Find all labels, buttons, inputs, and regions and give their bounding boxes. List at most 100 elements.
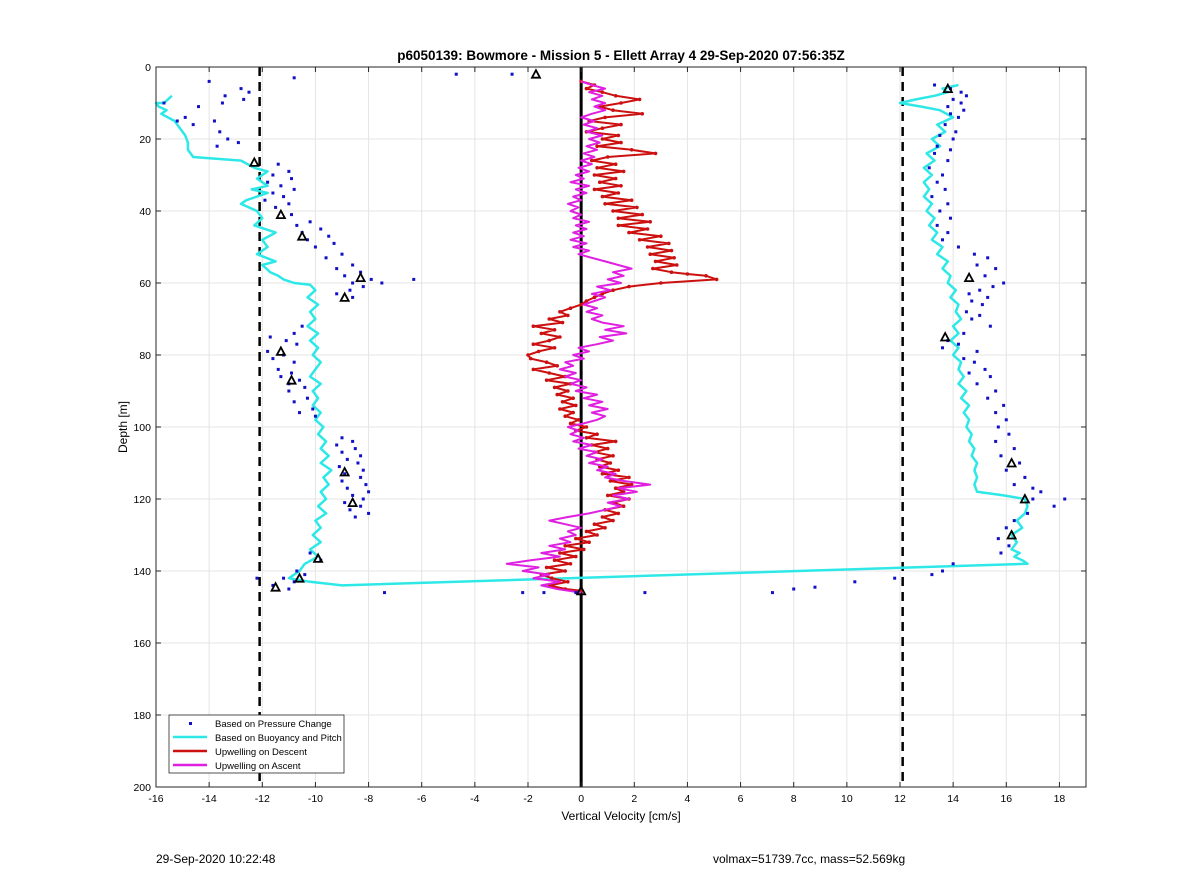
pressure-point [367,490,371,494]
descent-point [584,86,589,91]
pressure-point [226,137,230,141]
pressure-point [1052,504,1056,508]
descent-point [659,234,663,238]
descent-point [611,108,615,112]
pressure-point [959,101,963,105]
legend-ascent-label: Upwelling on Ascent [215,761,301,772]
pressure-point [986,396,990,400]
descent-point [613,176,618,181]
pressure-point [313,245,317,249]
descent-point [648,252,653,256]
legend-pressure-label: Based on Pressure Change [215,719,332,730]
descent-point [595,144,599,148]
legend: Based on Pressure Change Based on Buoyan… [168,714,345,774]
footer-stats: volmax=51739.7cc, mass=52.569kg [713,852,906,866]
pressure-point [948,112,952,116]
pressure-point [983,274,987,278]
pressure-point [311,407,315,411]
descent-point [629,198,634,202]
descent-point [611,454,615,458]
x-tick-label: -10 [308,793,323,805]
pressure-point [792,587,796,591]
x-tick-label: 4 [685,793,691,805]
descent-point [576,418,581,422]
pressure-point [1007,432,1011,436]
pressure-point [1063,497,1067,501]
triangle-marker [270,581,282,592]
pressure-point [340,252,344,256]
pressure-point [975,382,979,386]
descent-point [558,407,562,411]
descent-point [611,518,615,523]
descent-point [571,410,575,415]
pressure-point [292,76,296,80]
descent-point [555,364,560,368]
descent-point [669,248,674,253]
y-tick-label: 100 [133,422,151,434]
pressure-point [988,324,992,328]
pressure-point [247,90,251,94]
pressure-point [1012,519,1016,523]
triangle-marker [939,331,951,342]
descent-point [616,511,621,516]
pressure-point [295,569,299,573]
descent-point [653,151,658,156]
descent-point [619,101,623,105]
y-tick-label: 20 [139,134,151,146]
pressure-point [207,79,211,83]
pressure-point [348,508,352,512]
pressure-point [305,238,309,242]
pressure-point [340,436,344,440]
pressure-point [308,551,312,555]
pressure-point [941,346,945,350]
triangle-marker [286,374,298,385]
x-axis-label: Vertical Velocity [cm/s] [561,809,680,823]
pressure-point [343,501,347,505]
descent-point [560,320,565,325]
pressure-point [197,105,201,109]
pressure-point [290,371,294,375]
pressure-point [1039,490,1043,494]
pressure-point [996,425,1000,429]
x-tick-label: 8 [791,793,797,805]
descent-point [558,335,562,339]
triangle-marker [347,496,359,507]
pressure-point [962,357,966,361]
descent-point [645,227,650,231]
pressure-point [1031,486,1035,490]
pressure-point [343,472,347,476]
descent-point [547,338,552,343]
descent-point [659,281,663,285]
descent-point [592,173,597,177]
y-tick-label: 80 [139,350,151,362]
pressure-point [313,414,317,418]
pressure-point [946,202,950,206]
x-tick-label: -6 [417,793,426,805]
descent-point [539,331,544,336]
descent-point [603,115,607,120]
descent-point [619,140,623,145]
y-tick-label: 0 [145,62,151,74]
pressure-point [951,97,955,101]
descent-point [571,396,575,401]
pressure-point [340,479,344,483]
pressure-point [951,137,955,141]
pressure-point [972,252,976,256]
pressure-point [521,591,525,595]
descent-point [640,212,645,217]
pressure-point [1023,475,1027,479]
pressure-point [268,335,272,339]
descent-point [560,400,565,404]
descent-point [584,299,589,303]
pressure-point [967,371,971,375]
pressure-point [359,475,363,479]
pressure-point [962,331,966,335]
pressure-point [255,576,259,580]
pressure-point [282,195,286,199]
ascent-series-line [505,80,652,594]
pressure-point [353,515,357,519]
pressure-point [959,90,963,94]
pressure-point [1018,461,1022,465]
pressure-point [274,205,278,209]
